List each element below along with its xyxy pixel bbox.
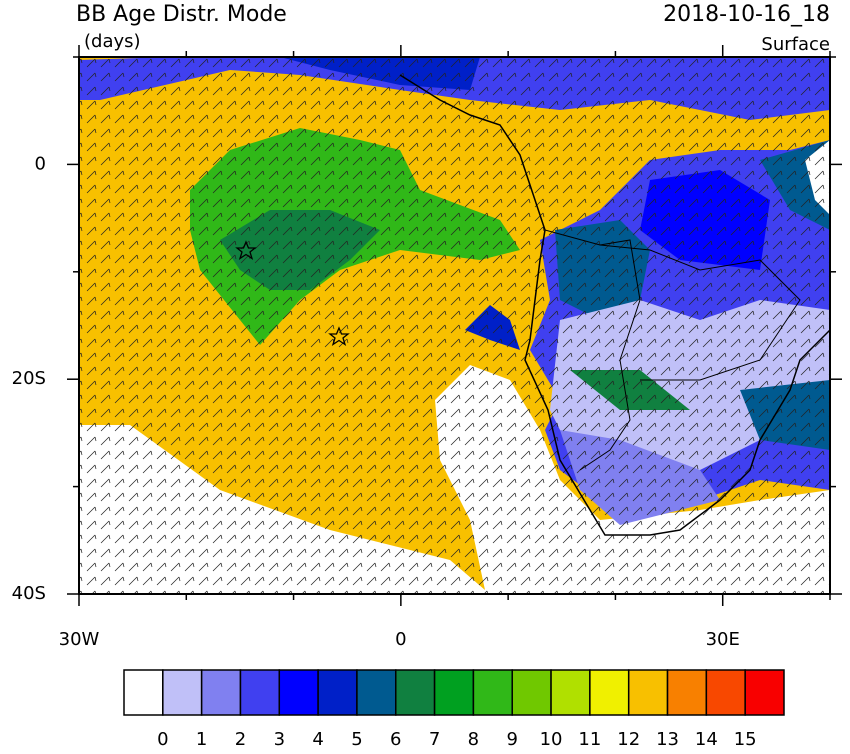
colorbar-box <box>395 669 436 716</box>
colorbar-box <box>666 669 708 716</box>
colorbar-label: 13 <box>656 729 679 750</box>
colorbar-label: 8 <box>468 729 479 750</box>
axes: 30W 0 30E 0 20S 40S <box>12 45 842 650</box>
level-label: Surface <box>761 34 830 55</box>
colorbar-label: 3 <box>274 729 285 750</box>
map-frame <box>78 56 831 595</box>
colorbar-box <box>200 669 242 716</box>
wind-barbs <box>79 57 830 594</box>
colorbar-box <box>511 669 552 716</box>
colorbar-box <box>239 669 281 716</box>
colorbar-label: 12 <box>617 729 640 750</box>
units: (days) <box>84 31 141 52</box>
colorbar: 0 1 2 3 4 5 6 7 8 9 10 11 12 13 14 15 <box>123 669 785 750</box>
colorbar-label: 6 <box>390 729 401 750</box>
time-label: 2018-10-16_18 <box>663 2 830 27</box>
colorbar-label: 4 <box>312 729 323 750</box>
title: BB Age Distr. Mode <box>76 2 287 27</box>
lat-tick-label: 20S <box>12 368 46 389</box>
lon-tick-label: 30W <box>59 629 100 650</box>
colorbar-box <box>705 669 746 716</box>
colorbar-label: 7 <box>429 729 440 750</box>
colorbar-label: 10 <box>540 729 563 750</box>
colorbar-box <box>550 669 591 716</box>
site-marker <box>328 326 350 347</box>
colorbar-box <box>317 669 358 716</box>
colorbar-box <box>433 669 475 716</box>
colorbar-label: 2 <box>235 729 246 750</box>
colorbar-box <box>744 669 785 716</box>
colorbar-label: 14 <box>695 729 718 750</box>
colorbar-label: 5 <box>351 729 362 750</box>
colorbar-label: 9 <box>507 729 518 750</box>
colorbar-box <box>123 669 164 716</box>
site-marker <box>235 240 257 261</box>
colorbar-box <box>472 669 513 716</box>
lat-tick-label: 40S <box>12 583 46 604</box>
colorbar-box <box>627 669 669 716</box>
colorbar-label: 11 <box>578 729 601 750</box>
colorbar-box <box>589 669 630 716</box>
border <box>544 229 641 471</box>
map-field <box>79 57 830 594</box>
colorbar-label: 15 <box>734 729 757 750</box>
lat-tick-label: 0 <box>35 153 46 174</box>
border <box>599 244 801 381</box>
coastline <box>399 74 830 536</box>
colorbar-box <box>162 669 203 716</box>
colorbar-label: 0 <box>157 729 168 750</box>
colorbar-label: 1 <box>196 729 207 750</box>
lon-tick-label: 30E <box>706 629 740 650</box>
colorbar-box <box>356 669 397 716</box>
colorbar-box <box>278 669 319 716</box>
lon-tick-label: 0 <box>395 629 406 650</box>
